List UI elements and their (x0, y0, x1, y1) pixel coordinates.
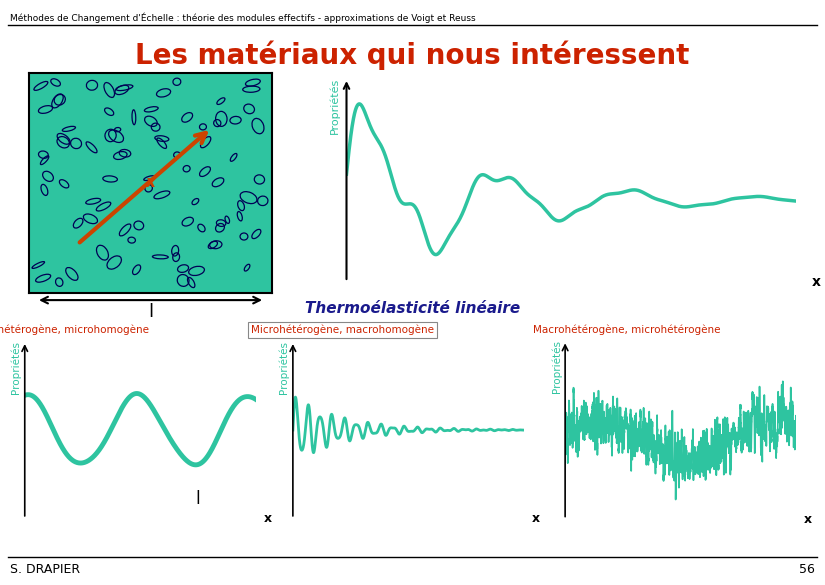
Text: Propriétés: Propriétés (279, 341, 290, 394)
Text: S. DRAPIER: S. DRAPIER (10, 563, 80, 576)
Text: Macrohétérogène, microhétérogène: Macrohétérogène, microhétérogène (533, 325, 721, 335)
Text: Macrohétérogène, microhomogène: Macrohétérogène, microhomogène (0, 325, 149, 335)
Text: x: x (264, 512, 272, 525)
Text: l: l (196, 490, 200, 508)
Text: Propriétés: Propriétés (551, 340, 562, 394)
Text: x: x (532, 512, 540, 525)
Text: l: l (148, 303, 153, 321)
Text: Les matériaux qui nous intéressent: Les matériaux qui nous intéressent (135, 41, 690, 70)
Text: Propriétés: Propriétés (11, 341, 21, 394)
Text: Méthodes de Changement d'Échelle : théorie des modules effectifs - approximation: Méthodes de Changement d'Échelle : théor… (10, 13, 475, 23)
Text: x: x (804, 513, 813, 526)
Text: x: x (146, 176, 155, 190)
Text: Microhétérogène, macrohomogène: Microhétérogène, macrohomogène (251, 325, 434, 335)
Text: x: x (812, 275, 821, 289)
Text: 56: 56 (799, 563, 815, 576)
Text: Propriétés: Propriétés (329, 78, 340, 135)
Text: Thermoélasticité linéaire: Thermoélasticité linéaire (305, 301, 520, 316)
